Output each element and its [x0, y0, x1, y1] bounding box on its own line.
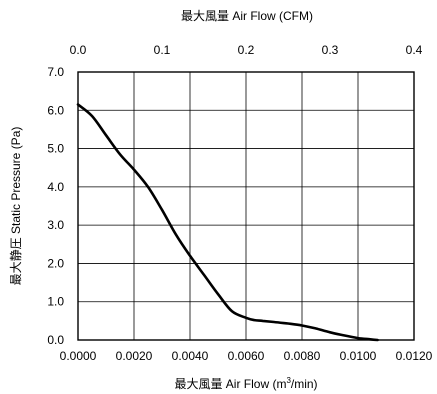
grid-lines	[78, 72, 414, 340]
y-tick-label: 7.0	[47, 65, 64, 79]
y-axis-title: 最大静圧 Static Pressure (Pa)	[9, 127, 23, 286]
x-tick-label: 0.0020	[116, 349, 153, 363]
x-axis-title: 最大風量 Air Flow (m3/min)	[174, 376, 317, 391]
top-tick-label: 0.3	[322, 43, 339, 57]
x-tick-label: 0.0000	[60, 349, 97, 363]
series-line	[76, 103, 379, 342]
y-axis-ticks: 0.0 1.0 2.0 3.0 4.0 5.0 6.0 7.0	[47, 65, 64, 347]
series-layer	[76, 103, 379, 342]
x-axis-title-prefix: 最大風量 Air Flow (m	[174, 377, 286, 391]
y-tick-label: 6.0	[47, 103, 64, 117]
top-tick-label: 0.1	[154, 43, 171, 57]
top-axis-title: 最大風量 Air Flow (CFM)	[181, 9, 313, 23]
x-tick-label: 0.0060	[228, 349, 265, 363]
y-tick-label: 5.0	[47, 142, 64, 156]
top-tick-label: 0.0	[70, 43, 87, 57]
top-tick-label: 0.2	[238, 43, 255, 57]
plot-frame	[77, 71, 415, 341]
y-tick-label: 4.0	[47, 180, 64, 194]
x-axis-ticks: 0.0000 0.0020 0.0040 0.0060 0.0080 0.0100 0.01…	[60, 349, 433, 363]
x-axis-title-suffix: /min)	[291, 377, 318, 391]
y-tick-label: 1.0	[47, 295, 64, 309]
top-axis-ticks: 0.0 0.1 0.2 0.3 0.4	[70, 43, 423, 57]
y-tick-label: 3.0	[47, 218, 64, 232]
y-tick-label: 2.0	[47, 256, 64, 270]
x-axis-title-superscript: 3	[286, 376, 291, 385]
x-tick-label: 0.0100	[340, 349, 377, 363]
x-tick-label: 0.0040	[172, 349, 209, 363]
y-tick-label: 0.0	[47, 333, 64, 347]
x-tick-label: 0.0120	[396, 349, 433, 363]
x-tick-label: 0.0080	[284, 349, 321, 363]
top-tick-label: 0.4	[406, 43, 423, 57]
